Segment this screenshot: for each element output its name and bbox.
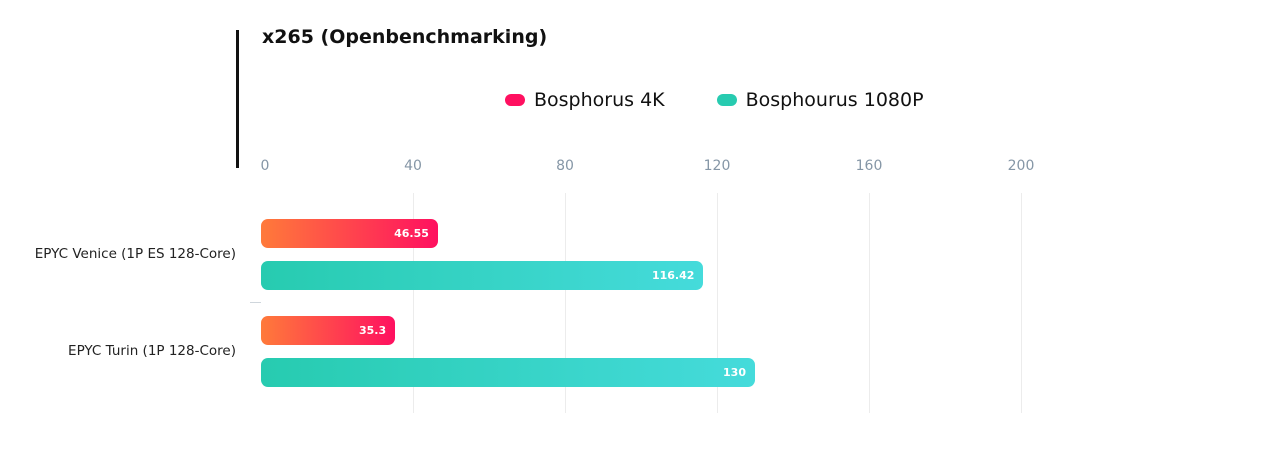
gridline	[717, 193, 718, 413]
gridline	[413, 193, 414, 413]
category-divider	[250, 302, 261, 303]
chart-title: x265 (Openbenchmarking)	[262, 26, 548, 48]
legend-label-4k: Bosphorus 4K	[534, 89, 665, 111]
legend-label-1080p: Bosphourus 1080P	[745, 89, 924, 111]
bar-value-label: 46.55	[394, 227, 429, 240]
category-label: EPYC Venice (1P ES 128-Core)	[34, 246, 236, 262]
x-tick-label: 0	[260, 158, 270, 174]
gridline	[869, 193, 870, 413]
title-accent-bar	[236, 30, 239, 168]
bar-value-label: 130	[723, 366, 746, 379]
category-label: EPYC Turin (1P 128-Core)	[68, 343, 236, 359]
legend: Bosphorus 4K Bosphourus 1080P	[505, 89, 924, 111]
x-tick-label: 200	[1007, 158, 1035, 174]
bar-value-label: 116.42	[651, 269, 695, 282]
x-tick-label: 40	[404, 158, 422, 174]
gridline	[1021, 193, 1022, 413]
bar[interactable]: 116.42	[261, 261, 704, 290]
x-tick-label: 120	[703, 158, 731, 174]
legend-swatch-1080p	[716, 94, 737, 106]
legend-swatch-4k	[505, 94, 525, 106]
gridline	[565, 193, 566, 413]
bar[interactable]: 130	[261, 358, 755, 387]
legend-item-1080p[interactable]: Bosphourus 1080P	[716, 89, 924, 111]
bar-value-label: 35.3	[358, 324, 387, 337]
x-tick-label: 160	[855, 158, 883, 174]
bar[interactable]: 46.55	[261, 219, 438, 248]
legend-item-4k[interactable]: Bosphorus 4K	[505, 89, 665, 111]
bar[interactable]: 35.3	[261, 316, 396, 345]
x-tick-label: 80	[556, 158, 574, 174]
